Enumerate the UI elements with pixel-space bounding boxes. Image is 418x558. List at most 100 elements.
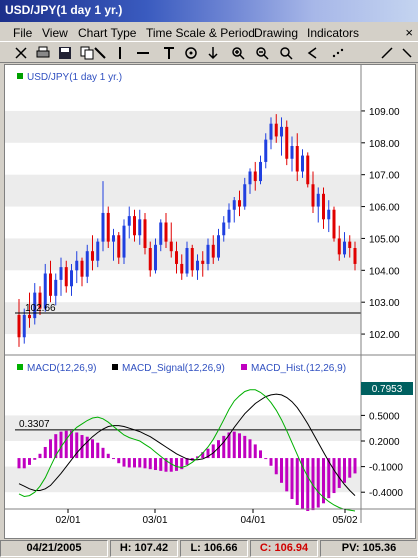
line-icon[interactable] xyxy=(91,44,109,62)
macd-hist-bar xyxy=(106,453,110,459)
chart-area[interactable]: 102.66 0.3307 109.00 108.00 107.00 106.00 10… xyxy=(4,64,416,539)
macd-hist-bar xyxy=(164,458,168,472)
x-tick-label: 02/01 xyxy=(55,515,80,526)
price-y-tick-label: 108.00 xyxy=(369,139,400,150)
candle-body xyxy=(322,193,325,220)
toolbar xyxy=(0,43,418,63)
zoom-in-icon[interactable] xyxy=(229,44,247,62)
menu-view[interactable]: View xyxy=(42,26,68,40)
arrow-down-icon[interactable] xyxy=(204,44,222,62)
price-y-tick-label: 106.00 xyxy=(369,203,400,214)
menu-chart-type[interactable]: Chart Type xyxy=(78,26,137,40)
menu-file[interactable]: File xyxy=(13,26,33,40)
macd-hist-bar xyxy=(337,458,341,488)
macd-hist-bar xyxy=(112,458,115,460)
candle-body xyxy=(274,123,278,137)
candle-body xyxy=(196,260,199,271)
macd-hist-bar xyxy=(295,458,299,505)
macd-hist-bar xyxy=(211,444,215,459)
candle-body xyxy=(248,171,252,185)
macd-hist-bar xyxy=(54,434,58,459)
price-y-tick-label: 105.00 xyxy=(369,234,400,245)
candle-body xyxy=(290,146,294,159)
price-y-tick-label: 104.00 xyxy=(369,266,400,277)
candle-body xyxy=(316,193,320,207)
close-icon[interactable]: × xyxy=(405,25,413,40)
price-y-tick-label: 109.00 xyxy=(369,107,400,118)
macd-hist-bar xyxy=(180,458,184,470)
menu-indicators[interactable]: Indicators xyxy=(307,26,360,40)
candle-body xyxy=(28,314,31,319)
dots-icon[interactable] xyxy=(329,44,347,62)
candle-body xyxy=(38,292,42,309)
macd-hist-bar xyxy=(348,458,352,478)
price-ref-label: 102.66 xyxy=(25,303,56,314)
candle-body xyxy=(80,260,84,277)
macd-hist-bar xyxy=(64,430,68,459)
x-tick-label: 03/01 xyxy=(142,515,167,526)
candle-body xyxy=(49,273,52,296)
candle-body xyxy=(54,279,58,296)
circle-icon[interactable] xyxy=(182,44,200,62)
candle-body xyxy=(185,248,189,274)
x-tick-label: 04/01 xyxy=(240,515,265,526)
macd-y-tick-label: -0.1000 xyxy=(369,463,403,474)
menu-time-scale-period[interactable]: Time Scale & Period xyxy=(146,26,255,40)
zoom-fit-icon[interactable] xyxy=(277,44,295,62)
candle-body xyxy=(101,212,105,242)
candle-body xyxy=(43,273,47,309)
candle-body xyxy=(238,200,241,207)
crosshair-icon[interactable] xyxy=(12,44,30,62)
candle-body xyxy=(253,171,257,182)
macd-hist-bar xyxy=(306,458,310,511)
candle-body xyxy=(348,241,352,248)
price-grid-band xyxy=(5,174,361,207)
macd-hist-bar xyxy=(206,448,210,459)
candle-body xyxy=(17,314,21,338)
macd-hist-bar xyxy=(232,431,236,459)
macd-hist-bar xyxy=(133,458,136,468)
copy-icon[interactable] xyxy=(78,44,96,62)
macd-hist-bar xyxy=(274,458,278,475)
price-y-tick-label: 103.00 xyxy=(369,298,400,309)
macd-line xyxy=(18,389,356,512)
macd-hist-bar xyxy=(75,432,79,459)
trend-icon[interactable] xyxy=(378,44,396,62)
scroll-left-icon[interactable] xyxy=(303,44,321,62)
macd-hist-bar xyxy=(122,458,126,467)
candle-body xyxy=(117,235,121,258)
horizontal-line-icon[interactable] xyxy=(134,44,152,62)
print-icon[interactable] xyxy=(34,44,52,62)
text-icon[interactable] xyxy=(160,44,178,62)
macd-hist-bar xyxy=(259,450,262,459)
macd-hist-bar xyxy=(38,453,42,459)
macd-hist-bar xyxy=(264,458,268,460)
macd-hist-bar xyxy=(285,458,289,492)
candle-body xyxy=(227,209,231,223)
candle-body xyxy=(285,126,289,159)
macd-hist-bar xyxy=(332,458,336,494)
macd-hist-bar xyxy=(159,458,163,471)
title-bar[interactable]: USD/JPY(1 day 1 yr.) xyxy=(0,0,418,22)
vertical-line-icon[interactable] xyxy=(111,44,129,62)
signal-legend-swatch xyxy=(112,364,118,370)
status-high: H: 107.42 xyxy=(110,540,178,557)
macd-hist-bar xyxy=(301,458,304,510)
macd-grid-band xyxy=(5,415,361,441)
save-icon[interactable] xyxy=(56,44,74,62)
macd-hist-bar xyxy=(101,447,105,459)
cursor-icon[interactable] xyxy=(398,44,416,62)
zoom-out-icon[interactable] xyxy=(253,44,271,62)
macd-hist-bar xyxy=(175,458,178,471)
candle-body xyxy=(206,244,210,264)
candle-body xyxy=(96,241,100,261)
status-date: 04/21/2005 xyxy=(0,540,108,557)
candle-body xyxy=(222,222,226,236)
chart-canvas[interactable]: 102.66 0.3307 109.00 108.00 107.00 106.00 10… xyxy=(5,65,415,538)
status-bar: 04/21/2005 H: 107.42 L: 106.66 C: 106.94… xyxy=(0,539,418,558)
menu-drawing[interactable]: Drawing xyxy=(254,26,299,40)
candle-body xyxy=(190,248,194,271)
candle-body xyxy=(59,267,63,280)
candle-body xyxy=(164,222,168,242)
macd-hist-bar xyxy=(17,458,21,469)
